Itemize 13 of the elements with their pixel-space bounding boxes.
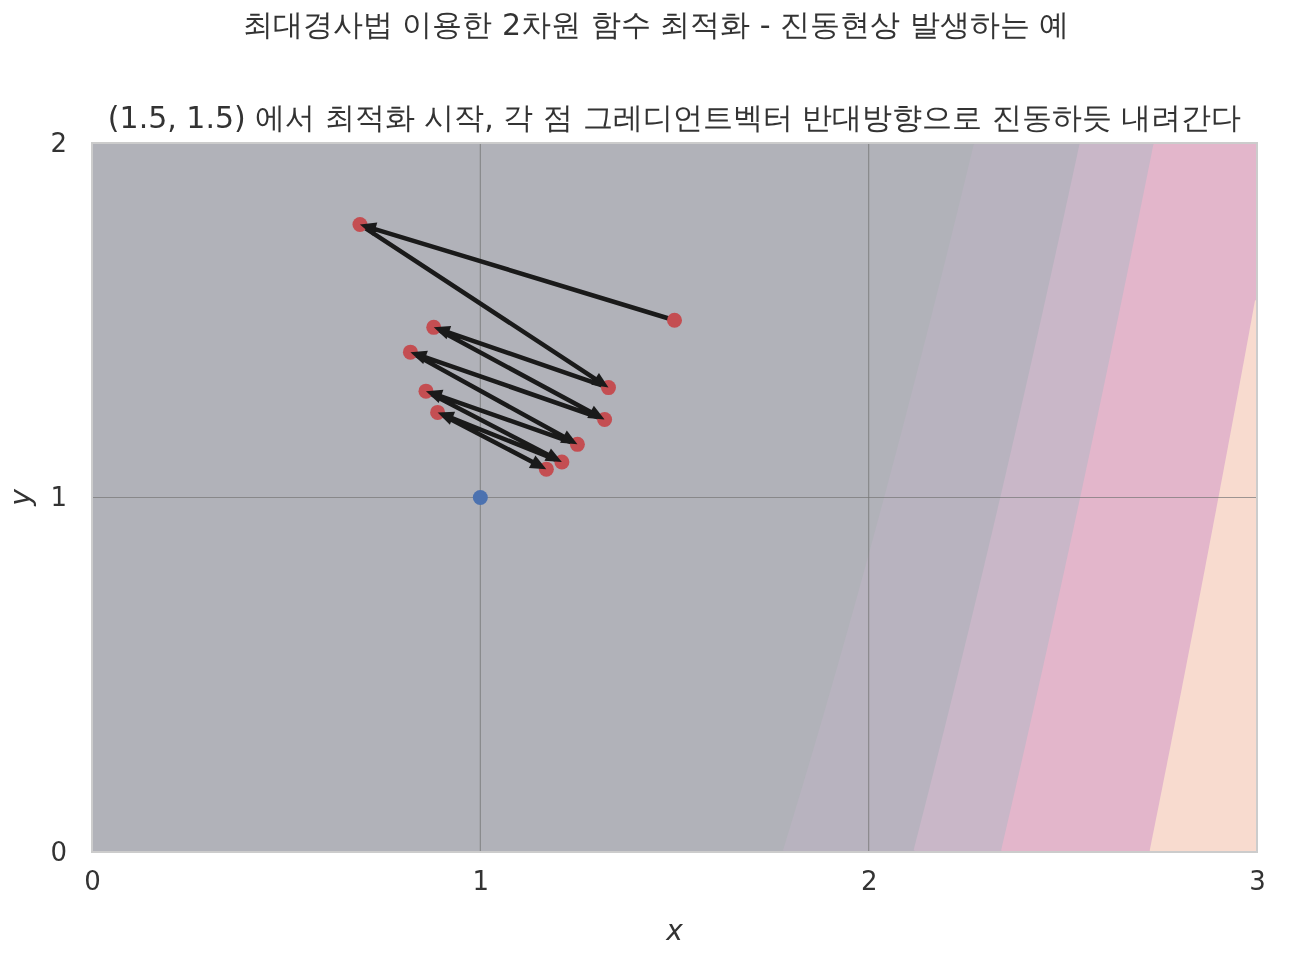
x-tick-label: 0 bbox=[84, 866, 101, 897]
y-axis-title: y bbox=[4, 488, 37, 507]
chart-subtitle: (1.5, 1.5) 에서 최적화 시작, 각 점 그레디언트벡터 반대방향으로 진동하듯 내려간다 bbox=[107, 100, 1242, 135]
point bbox=[472, 490, 488, 505]
x-tick-label: 1 bbox=[472, 866, 490, 897]
y-tick-label: 1 bbox=[50, 482, 67, 513]
y-tick-label: 2 bbox=[50, 127, 67, 158]
point bbox=[667, 312, 682, 328]
x-tick-label: 2 bbox=[860, 866, 878, 897]
x-axis-title: x bbox=[665, 914, 684, 947]
chart-title: 최대경사법 이용한 2차원 함수 최적화 - 진동현상 발생하는 예 bbox=[242, 7, 1070, 42]
x-tick-label: 3 bbox=[1249, 866, 1266, 897]
y-tick-label: 0 bbox=[50, 836, 67, 867]
